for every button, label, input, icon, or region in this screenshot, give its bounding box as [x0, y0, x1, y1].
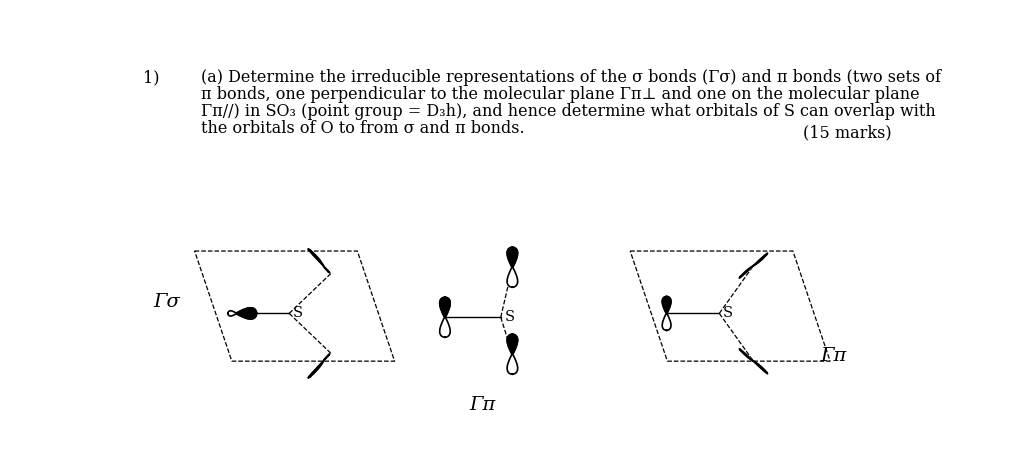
Polygon shape	[440, 297, 450, 317]
Polygon shape	[753, 253, 767, 266]
Text: S: S	[723, 306, 733, 321]
Text: Γπ//) in SO₃ (point group = D₃h), and hence determine what orbitals of S can ove: Γπ//) in SO₃ (point group = D₃h), and he…	[201, 103, 935, 120]
Text: Γσ: Γσ	[153, 293, 180, 311]
Text: (15 marks): (15 marks)	[803, 125, 892, 142]
Text: S: S	[294, 306, 303, 321]
Polygon shape	[507, 267, 518, 287]
Text: Γπ: Γπ	[820, 347, 847, 365]
Text: (a) Determine the irreducible representations of the σ bonds (Γσ) and π bonds (t: (a) Determine the irreducible representa…	[201, 69, 940, 86]
Polygon shape	[662, 314, 671, 330]
Polygon shape	[740, 349, 754, 361]
Polygon shape	[228, 311, 237, 316]
Polygon shape	[323, 354, 330, 361]
Text: 1): 1)	[143, 69, 160, 86]
Polygon shape	[308, 249, 323, 266]
Polygon shape	[662, 296, 671, 314]
Polygon shape	[440, 317, 450, 337]
Text: π bonds, one perpendicular to the molecular plane Γπ⊥ and one on the molecular p: π bonds, one perpendicular to the molecu…	[201, 86, 920, 103]
Polygon shape	[740, 266, 754, 278]
Polygon shape	[753, 361, 767, 373]
Polygon shape	[507, 334, 518, 354]
Text: the orbitals of O to from σ and π bonds.: the orbitals of O to from σ and π bonds.	[201, 120, 524, 137]
Text: S: S	[505, 310, 515, 324]
Polygon shape	[237, 308, 256, 319]
Polygon shape	[507, 354, 518, 374]
Polygon shape	[507, 247, 518, 267]
Text: Γπ: Γπ	[470, 396, 496, 414]
Polygon shape	[323, 266, 330, 273]
Polygon shape	[308, 361, 323, 378]
